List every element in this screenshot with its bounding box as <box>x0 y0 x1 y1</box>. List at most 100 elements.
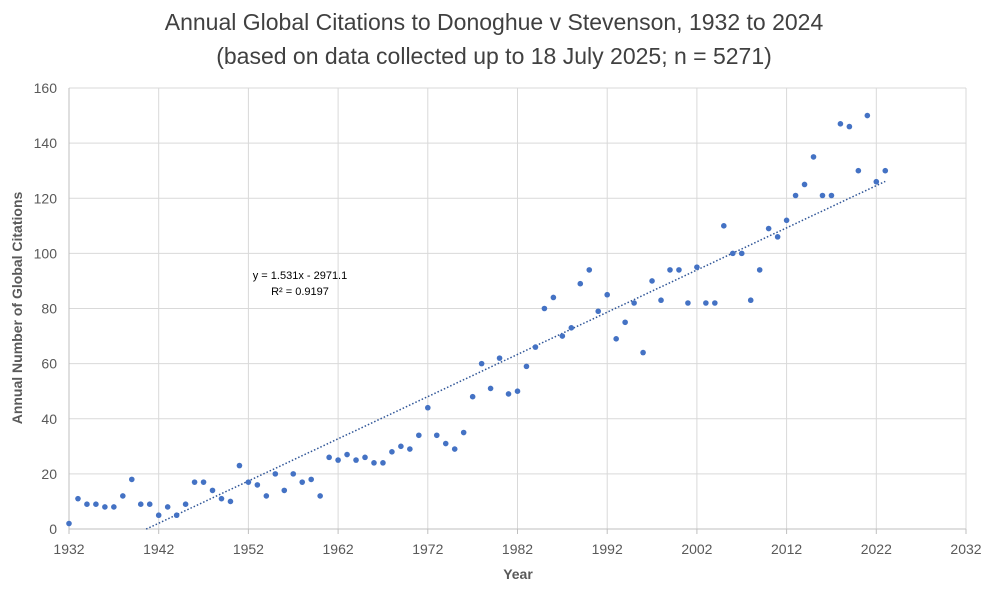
data-point <box>828 192 835 199</box>
data-point <box>111 504 117 510</box>
data-point <box>75 495 81 502</box>
data-point <box>738 250 745 257</box>
y-axis-label: Annual Number of Global Citations <box>9 192 25 425</box>
data-point <box>496 355 503 361</box>
data-point <box>245 479 252 485</box>
data-point <box>281 487 288 494</box>
data-point <box>398 443 404 450</box>
x-tick-label: 2022 <box>861 541 892 557</box>
x-tick-label: 1962 <box>323 541 354 557</box>
data-point <box>523 363 530 370</box>
data-point <box>218 495 225 502</box>
tick-labels: 0 20 40 60 80 100 120 140 160 1932 1942 1952 1962 197… <box>34 80 982 557</box>
x-tick-label: 2012 <box>771 541 802 557</box>
data-point <box>721 223 727 229</box>
data-point <box>469 393 476 400</box>
data-point <box>317 493 323 499</box>
x-tick-label: 1952 <box>233 541 264 557</box>
data-point <box>658 297 664 304</box>
x-axis-label: Year <box>503 566 533 582</box>
data-point <box>380 460 386 466</box>
data-point <box>873 178 880 185</box>
data-point <box>335 457 341 463</box>
data-point <box>541 305 548 312</box>
y-tick-label: 160 <box>34 80 58 96</box>
axes <box>68 88 967 534</box>
data-point <box>505 391 512 397</box>
data-point <box>407 446 413 452</box>
data-point <box>595 308 602 315</box>
x-tick-label: 1982 <box>502 541 533 557</box>
data-point <box>783 217 790 224</box>
data-point <box>326 454 332 461</box>
data-point <box>837 121 844 127</box>
data-point <box>577 280 584 287</box>
data-point <box>102 504 108 510</box>
data-point <box>756 267 763 273</box>
data-point <box>810 154 817 160</box>
data-point <box>128 476 135 483</box>
data-point <box>155 512 162 519</box>
linear-trendline <box>145 180 886 530</box>
data-point <box>765 225 772 232</box>
data-point <box>676 267 682 273</box>
data-point <box>84 501 90 507</box>
data-point <box>774 234 781 240</box>
data-point <box>353 457 359 463</box>
data-point <box>622 319 628 326</box>
data-point <box>191 479 198 485</box>
data-point <box>747 297 754 304</box>
data-point <box>173 512 180 519</box>
data-point <box>416 432 422 439</box>
data-point <box>460 429 467 436</box>
y-tick-label: 120 <box>34 190 58 206</box>
data-point <box>694 264 700 270</box>
data-point <box>433 432 440 439</box>
data-point <box>164 504 171 510</box>
data-point <box>604 291 610 298</box>
data-point <box>613 336 619 342</box>
data-point <box>227 498 234 505</box>
data-point <box>586 267 593 273</box>
data-point <box>478 360 485 367</box>
data-point <box>532 344 539 350</box>
data-point <box>451 446 458 452</box>
data-point <box>792 192 799 199</box>
data-point <box>344 451 350 458</box>
data-point <box>487 385 494 392</box>
y-tick-label: 40 <box>41 411 57 427</box>
x-tick-label: 2002 <box>681 541 712 557</box>
chart-title-line-2: (based on data collected up to 18 July 2… <box>216 43 772 69</box>
data-point <box>703 300 709 306</box>
x-tick-label: 1932 <box>53 541 84 557</box>
x-tick-label: 1972 <box>412 541 443 557</box>
data-point <box>389 449 395 455</box>
data-point <box>864 112 871 119</box>
data-point <box>263 493 270 499</box>
data-point <box>93 501 99 507</box>
data-point <box>362 454 368 461</box>
data-point <box>299 479 306 485</box>
data-point <box>514 388 521 394</box>
data-point <box>236 462 243 469</box>
y-tick-label: 0 <box>49 521 57 537</box>
data-point <box>272 471 279 477</box>
chart-title-line-1: Annual Global Citations to Donoghue v St… <box>165 9 824 35</box>
data-point <box>442 440 449 447</box>
y-tick-label: 20 <box>41 466 57 482</box>
data-point <box>209 487 216 494</box>
data-point <box>308 476 314 483</box>
data-point <box>66 520 72 527</box>
data-point <box>559 333 566 339</box>
data-point <box>846 123 853 130</box>
data-points <box>66 112 889 527</box>
trendline-r-squared: R² = 0.9197 <box>271 286 329 298</box>
data-point <box>649 278 655 284</box>
y-tick-label: 100 <box>34 245 58 261</box>
y-tick-label: 80 <box>41 301 57 317</box>
data-point <box>146 501 153 507</box>
data-point <box>801 181 808 188</box>
data-point <box>137 501 144 507</box>
